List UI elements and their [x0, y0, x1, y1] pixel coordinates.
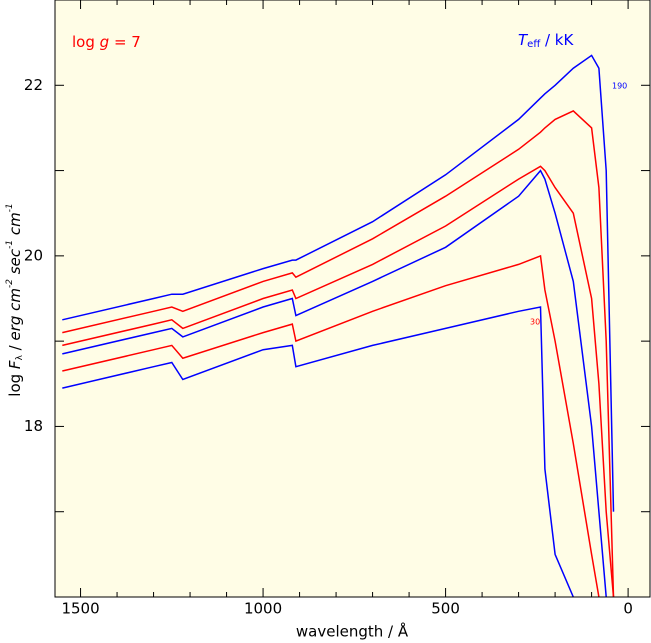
spectra: [62, 54, 615, 597]
x-tick-label: 1500: [61, 600, 99, 618]
y-tick-label: 18: [24, 417, 43, 435]
x-axis-title: wavelength / Å: [296, 622, 409, 641]
y-axis-title: log Fλ / erg cm-2 sec-1 cm-1: [5, 203, 25, 396]
y-tick-label: 22: [24, 76, 43, 94]
spectrum-line: [62, 306, 574, 597]
plot-background: [55, 0, 650, 597]
spectrum-line: [62, 165, 615, 597]
x-tick-label: 500: [431, 600, 460, 618]
logg-annotation: log g = 7: [72, 33, 141, 51]
label-190: 190: [612, 82, 627, 91]
x-tick-label: 1000: [244, 600, 282, 618]
spectrum-line: [62, 54, 615, 512]
label-30: 30: [530, 318, 540, 327]
plot-frame: [54, 0, 651, 598]
teff-annotation: Teff / kK: [518, 31, 574, 51]
spectrum-line: [62, 254, 600, 597]
x-tick-label: 0: [623, 600, 633, 618]
y-tick-label: 20: [24, 246, 43, 264]
spectrum-line: [62, 110, 615, 597]
spectrum-line: [62, 169, 607, 597]
